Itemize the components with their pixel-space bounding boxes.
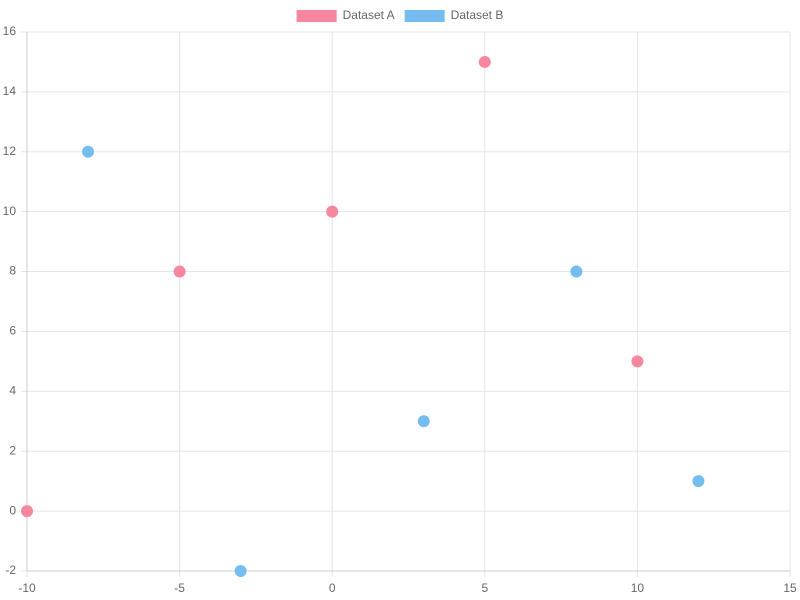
x-tick-label: 0 [329,581,336,595]
point [692,475,705,488]
y-tick-label: 4 [9,384,16,398]
x-tick-label: -10 [18,581,36,595]
point [234,565,247,577]
legend-label: Dataset B [451,8,504,22]
point [326,205,339,218]
legend-swatch [296,10,337,22]
y-tick-label: 16 [3,24,17,38]
point [21,505,33,518]
y-tick-label: 10 [3,204,17,218]
x-tick-label: 10 [631,581,645,595]
y-tick-label: 12 [3,144,17,158]
y-tick-label: 8 [9,264,16,278]
legend-label: Dataset A [343,8,395,22]
x-tick-label: 5 [481,581,488,595]
y-tick-label: 14 [3,84,17,98]
point [173,265,186,278]
y-tick-label: 0 [9,503,16,517]
y-tick-label: -2 [5,563,16,577]
legend-swatch [404,10,445,22]
x-tick-label: 15 [783,581,797,595]
point [478,55,491,68]
point [82,145,95,158]
point [631,355,644,368]
point [417,415,430,428]
y-tick-label: 6 [9,324,16,338]
x-tick-label: -5 [174,581,185,595]
point [570,265,583,278]
y-tick-label: 2 [9,443,16,457]
